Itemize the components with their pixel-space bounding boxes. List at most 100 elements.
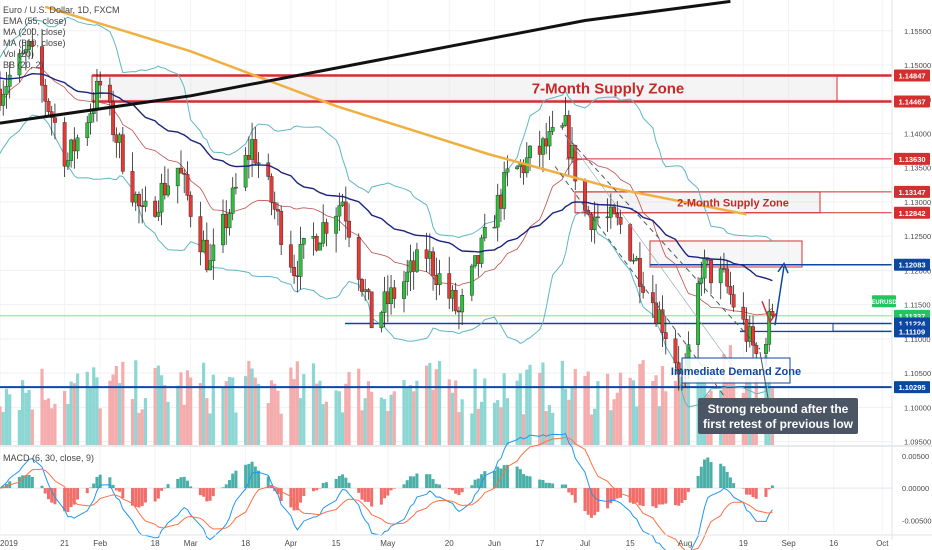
macd-histogram-bar	[292, 488, 296, 511]
price-tag-badge	[894, 325, 930, 338]
macd-histogram-bar	[114, 488, 118, 491]
volume-bar	[0, 406, 2, 445]
macd-histogram-bar	[425, 474, 429, 489]
price-tag-badge	[894, 152, 930, 165]
macd-histogram-bar	[156, 488, 160, 499]
macd-histogram-bar	[118, 488, 122, 492]
volume-bar	[244, 376, 248, 445]
volume-bar	[211, 374, 215, 445]
macd-histogram-bar	[551, 483, 555, 489]
macd-tick-label: -0.00500	[902, 516, 932, 525]
seven-month-zone-label: 7-Month Supply Zone	[532, 81, 684, 98]
volume-bar	[683, 374, 687, 445]
candle-body	[382, 291, 387, 313]
candle-body	[505, 168, 510, 173]
volume-bar	[518, 373, 522, 445]
macd-histogram-bar	[392, 488, 396, 489]
volume-bar	[231, 377, 235, 445]
candle-body	[628, 224, 633, 261]
volume-bar	[98, 408, 102, 445]
price-tag-label: 1.12842	[898, 209, 925, 218]
candle-body	[595, 216, 600, 219]
volume-bar	[402, 380, 406, 445]
candle-body	[133, 193, 138, 203]
volume-bar	[224, 381, 228, 445]
volume-bar	[85, 371, 89, 445]
candle-body	[23, 49, 28, 54]
candle-body	[366, 289, 371, 293]
short-term-supply-box	[649, 240, 803, 268]
volume-bar	[266, 402, 270, 445]
macd-histogram-bar	[518, 469, 522, 489]
moving-averages	[0, 0, 773, 282]
macd-histogram-bar	[247, 463, 251, 489]
volume-bar	[344, 383, 348, 445]
candle-body	[447, 273, 452, 299]
price-tag-badge	[894, 95, 930, 108]
volume-bar	[525, 369, 529, 445]
bb-lower	[0, 114, 773, 408]
macd-histogram-bar	[748, 488, 752, 495]
candle-body	[111, 101, 116, 136]
macd-histogram-bar	[311, 488, 315, 492]
demand-box	[744, 323, 834, 332]
time-tick-label: 20	[445, 539, 454, 548]
time-tick-label: 15	[332, 539, 341, 548]
volume-bar	[567, 399, 571, 445]
candle-body	[356, 237, 361, 280]
volume-bar	[386, 410, 390, 445]
time-tick-label: May	[380, 539, 395, 548]
volume-bar	[292, 379, 296, 445]
macd-histogram-bar	[379, 488, 383, 505]
macd-histogram-bar	[231, 473, 235, 489]
candle-body	[405, 271, 410, 282]
price-tick-label: 1.13000	[904, 198, 931, 207]
volume-bar	[143, 398, 148, 445]
volume-bar	[318, 380, 322, 445]
volume-bar	[408, 385, 413, 445]
down-arrow	[761, 300, 777, 324]
macd-histogram-bar	[732, 483, 736, 489]
candle-body	[741, 306, 746, 320]
channel-mid	[564, 134, 741, 377]
volume-bar	[496, 400, 500, 445]
macd-histogram-bar	[315, 488, 319, 491]
price-tag-badge	[894, 69, 930, 82]
price-tag-label: 1.10295	[898, 383, 925, 392]
volume-bar	[635, 406, 639, 445]
bollinger-bands	[0, 16, 773, 408]
price-tag-badge	[894, 185, 930, 198]
volume-bar	[641, 360, 645, 445]
candle-body	[725, 268, 730, 287]
macd-histogram-bar	[664, 488, 668, 504]
candle-body	[550, 127, 555, 132]
indicator-bb: BB (20, 2)	[3, 60, 44, 70]
price-tag-label: 1.12083	[898, 261, 925, 270]
macd-histogram-bar	[160, 488, 164, 491]
macd-histogram-bar	[454, 488, 458, 494]
macd-histogram-bar	[202, 488, 206, 497]
macd-histogram-bar	[344, 477, 348, 489]
candle-body	[166, 185, 170, 196]
candle-body	[246, 155, 251, 160]
candle-body	[211, 244, 216, 262]
volume-bar	[137, 412, 141, 445]
macd-histogram-bar	[651, 488, 655, 507]
candle-body	[360, 279, 364, 292]
volume-bar	[631, 380, 636, 445]
volume-bar	[728, 345, 733, 445]
volume-bar	[205, 398, 209, 445]
macd-histogram-bar	[337, 475, 341, 489]
volume-bar	[250, 368, 254, 445]
candle-body	[143, 200, 148, 207]
candle-body	[482, 226, 487, 239]
volume-bar	[437, 361, 442, 445]
candle-body	[676, 362, 681, 375]
macd-histogram-bar	[276, 488, 280, 495]
macd-histogram-bar	[473, 479, 477, 489]
candle-body	[88, 113, 93, 124]
macd-histogram-bar	[480, 474, 484, 489]
volume-bar	[454, 380, 458, 445]
